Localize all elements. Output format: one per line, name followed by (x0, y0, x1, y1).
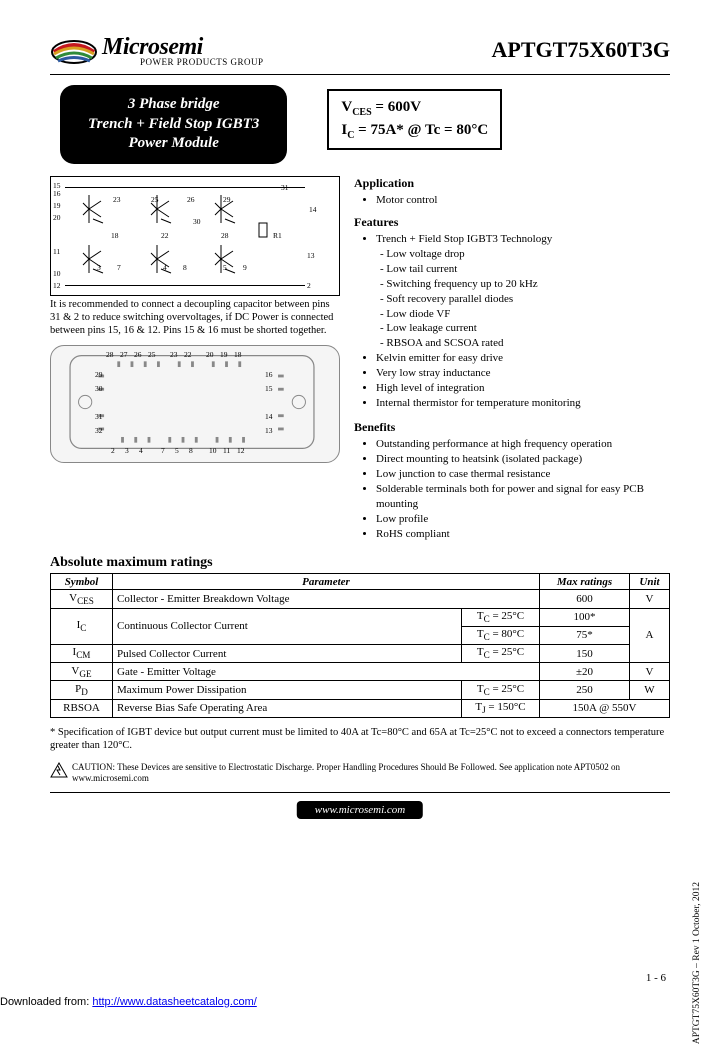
list-item: Motor control (376, 193, 670, 208)
cell: ICM (51, 644, 113, 662)
table-row: IC Continuous Collector Current TC = 25°… (51, 608, 670, 626)
cell: A (630, 608, 670, 663)
title-l2: Trench + Field Stop IGBT3 (88, 115, 259, 135)
cell: PD (51, 681, 113, 699)
package-outline: 28 27 26 25 23 22 20 19 18 29 30 31 32 1… (50, 345, 340, 463)
cell: V (630, 590, 670, 608)
page-number: 1 - 6 (646, 972, 666, 984)
list-item: Solderable terminals both for power and … (376, 482, 670, 512)
spec-l1: VCES = 600V (341, 97, 488, 120)
esd-icon (50, 762, 68, 785)
cell: 150 (540, 644, 630, 662)
table-header-row: Symbol Parameter Max ratings Unit (51, 574, 670, 590)
schematic-diagram: 15 16 19 20 11 10 12 23 25 26 29 31 14 1… (50, 176, 340, 296)
cell: 100* (540, 608, 630, 626)
cell: Reverse Bias Safe Operating Area (113, 699, 462, 717)
spec-l2: IC = 75A* @ Tc = 80°C (341, 120, 488, 143)
cell: Maximum Power Dissipation (113, 681, 462, 699)
list-item: Trench + Field Stop IGBT3 Technology Low… (376, 232, 670, 351)
cell: 250 (540, 681, 630, 699)
cell: RBSOA (51, 699, 113, 717)
table-row: PD Maximum Power Dissipation TC = 25°C 2… (51, 681, 670, 699)
title-l1: 3 Phase bridge (88, 95, 259, 115)
list-item: Kelvin emitter for easy drive (376, 351, 670, 366)
benefits-heading: Benefits (354, 420, 670, 435)
cell: 150A @ 550V (540, 699, 670, 717)
product-title-box: 3 Phase bridge Trench + Field Stop IGBT3… (60, 85, 287, 164)
caution-text: CAUTION: These Devices are sensitive to … (72, 762, 670, 785)
list-item: RoHS compliant (376, 527, 670, 542)
benefits-list: Outstanding performance at high frequenc… (354, 437, 670, 541)
cell: TJ = 150°C (462, 699, 540, 717)
spec-box: VCES = 600V IC = 75A* @ Tc = 80°C (327, 89, 502, 150)
table-row: VGE Gate - Emitter Voltage ±20 V (51, 663, 670, 681)
application-list: Motor control (354, 193, 670, 208)
header-row: Microsemi POWER PRODUCTS GROUP APTGT75X6… (50, 30, 670, 70)
list-item: Internal thermistor for temperature moni… (376, 396, 670, 411)
list-item: Very low stray inductance (376, 366, 670, 381)
mid-row: 15 16 19 20 11 10 12 23 25 26 29 31 14 1… (50, 176, 670, 542)
table-row: RBSOA Reverse Bias Safe Operating Area T… (51, 699, 670, 717)
cell: ±20 (540, 663, 630, 681)
logo-area: Microsemi POWER PRODUCTS GROUP (50, 30, 264, 70)
cell: 600 (540, 590, 630, 608)
part-number: APTGT75X60T3G (492, 37, 670, 63)
brand-subtitle: POWER PRODUCTS GROUP (140, 57, 264, 67)
table-row: ICM Pulsed Collector Current TC = 25°C 1… (51, 644, 670, 662)
page-container: Microsemi POWER PRODUCTS GROUP APTGT75X6… (0, 0, 720, 839)
cell: W (630, 681, 670, 699)
ratings-table: Symbol Parameter Max ratings Unit VCES C… (50, 573, 670, 717)
cell: VGE (51, 663, 113, 681)
sub-list: Low voltage drop Low tail current Switch… (376, 247, 670, 351)
caution-block: CAUTION: These Devices are sensitive to … (50, 762, 670, 785)
right-column: Application Motor control Features Trenc… (354, 176, 670, 542)
cell: IC (51, 608, 113, 644)
list-item: Low junction to case thermal resistance (376, 467, 670, 482)
cell: TC = 80°C (462, 626, 540, 644)
features-heading: Features (354, 215, 670, 230)
cell: VCES (51, 590, 113, 608)
schematic-note: It is recommended to connect a decouplin… (50, 298, 340, 337)
cell: TC = 25°C (462, 608, 540, 626)
ratings-title: Absolute maximum ratings (50, 555, 670, 571)
list-item: Outstanding performance at high frequenc… (376, 437, 670, 452)
logo-mark (50, 30, 98, 70)
bottom-divider (50, 792, 670, 793)
cell: Pulsed Collector Current (113, 644, 462, 662)
download-note: Downloaded from: http://www.datasheetcat… (0, 996, 257, 1008)
cell: 75* (540, 626, 630, 644)
list-item: High level of integration (376, 381, 670, 396)
header-divider (50, 74, 670, 75)
url-pill[interactable]: www.microsemi.com (297, 801, 423, 819)
cell: V (630, 663, 670, 681)
cell: Collector - Emitter Breakdown Voltage (113, 590, 540, 608)
side-revision-text: APTGT75X60T3G – Rev 1 October, 2012 (692, 882, 702, 1044)
list-item: Direct mounting to heatsink (isolated pa… (376, 452, 670, 467)
left-column: 15 16 19 20 11 10 12 23 25 26 29 31 14 1… (50, 176, 340, 542)
cell: TC = 25°C (462, 681, 540, 699)
cell: Gate - Emitter Voltage (113, 663, 540, 681)
download-link[interactable]: http://www.datasheetcatalog.com/ (92, 996, 256, 1008)
title-l3: Power Module (88, 134, 259, 154)
cell: Continuous Collector Current (113, 608, 462, 644)
features-list: Trench + Field Stop IGBT3 Technology Low… (354, 232, 670, 410)
application-heading: Application (354, 176, 670, 191)
list-item: Low profile (376, 512, 670, 527)
footnote: * Specification of IGBT device but outpu… (50, 726, 670, 752)
table-row: VCES Collector - Emitter Breakdown Volta… (51, 590, 670, 608)
title-specs-row: 3 Phase bridge Trench + Field Stop IGBT3… (50, 85, 670, 164)
logo-text-wrap: Microsemi POWER PRODUCTS GROUP (102, 34, 264, 67)
cell: TC = 25°C (462, 644, 540, 662)
